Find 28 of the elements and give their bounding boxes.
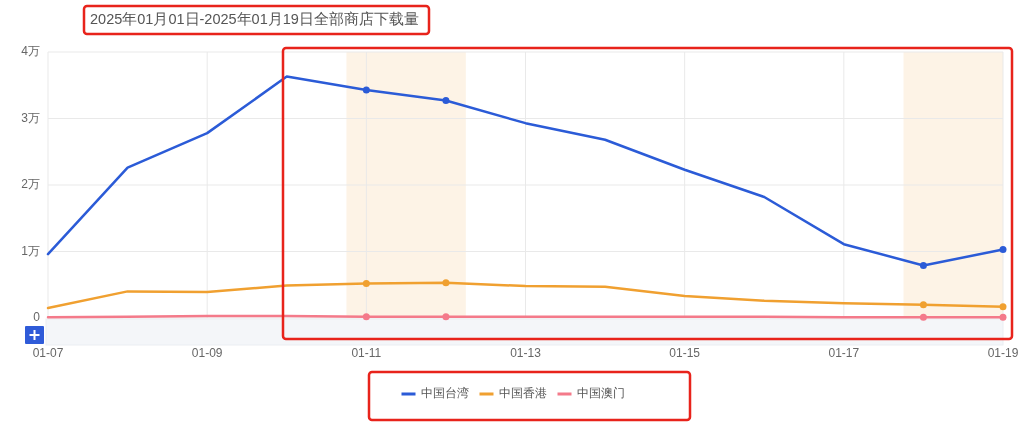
x-tick-label: 01-17 <box>828 346 860 361</box>
point <box>919 261 927 269</box>
y-tick-label: 4万 <box>21 44 40 59</box>
y-tick-label: 0 <box>33 310 41 325</box>
point <box>999 313 1007 321</box>
legend-label: 中国香港 <box>498 386 547 401</box>
x-tick-label: 01-19 <box>987 346 1019 361</box>
point <box>999 303 1007 311</box>
legend-label: 中国台湾 <box>420 386 469 401</box>
point <box>999 246 1007 254</box>
y-tick-label: 2万 <box>21 177 40 192</box>
x-tick-label: 01-07 <box>32 346 64 361</box>
point <box>362 86 370 94</box>
point <box>442 313 450 321</box>
point <box>362 279 370 287</box>
point <box>442 279 450 287</box>
x-tick-label: 01-13 <box>510 346 542 361</box>
point <box>919 313 927 321</box>
chart-title: 2025年01月01日-2025年01月19日全部商店下载量 <box>90 10 419 27</box>
x-tick-label: 01-15 <box>669 346 701 361</box>
x-tick-label: 01-09 <box>191 346 223 361</box>
point <box>442 97 450 105</box>
y-tick-label: 1万 <box>21 243 40 258</box>
y-tick-label: 3万 <box>21 110 40 125</box>
legend-label: 中国澳门 <box>576 386 625 401</box>
x-tick-label: 01-11 <box>351 346 382 361</box>
point <box>362 313 370 321</box>
point <box>919 301 927 309</box>
